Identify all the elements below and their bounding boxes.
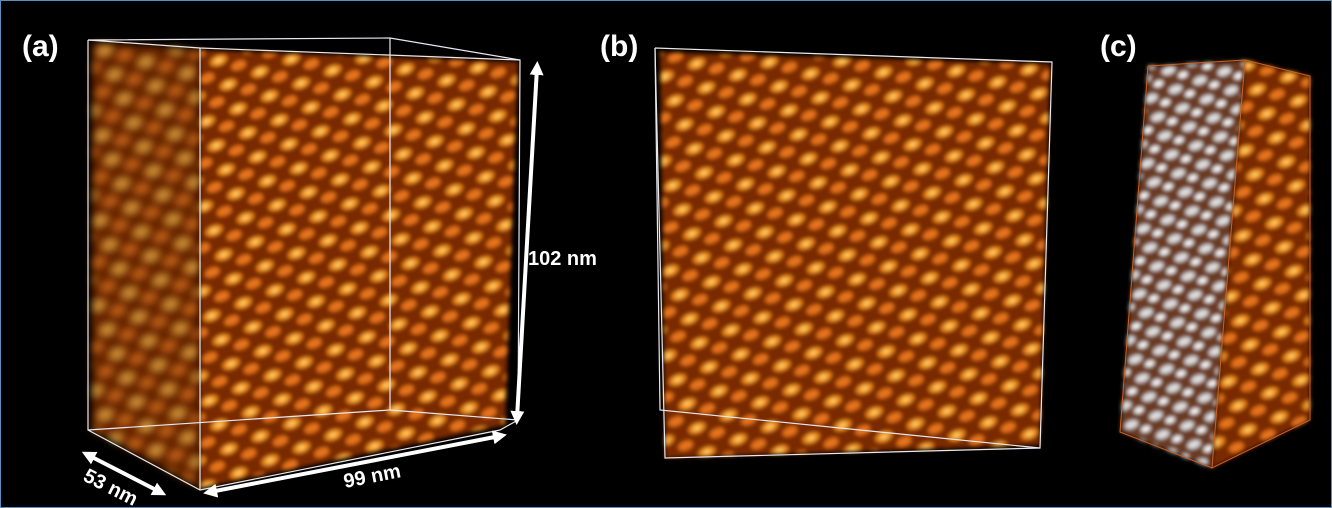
panel-label: (a) xyxy=(22,30,59,63)
figure: (a) 102 nm 99 nm 53 nm (b) (c) xyxy=(0,0,1332,508)
height-label: 102 nm xyxy=(528,248,597,270)
volume-c xyxy=(1120,60,1310,468)
panel-label: (b) xyxy=(600,30,638,63)
panel-label: (c) xyxy=(1100,30,1137,63)
volume-a xyxy=(88,38,520,490)
volume-b xyxy=(655,48,1052,458)
